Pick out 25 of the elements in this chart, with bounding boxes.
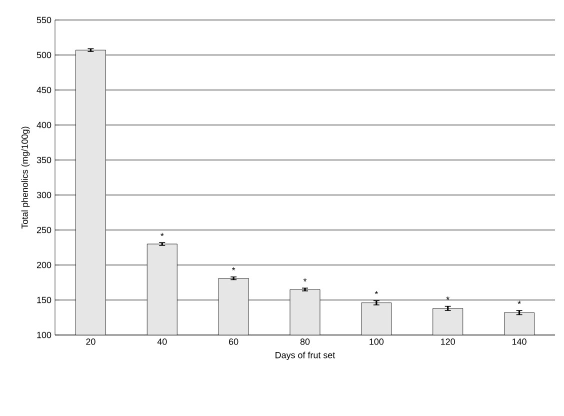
y-tick-label: 150	[37, 296, 52, 304]
data-label: *	[160, 232, 164, 236]
y-tick-label: 500	[36, 52, 52, 58]
x-tick-label: 140	[512, 338, 526, 345]
data-label: *	[232, 267, 236, 270]
x-tick-label: 100	[370, 338, 384, 345]
x-tick-label: 120	[441, 338, 455, 345]
x-tick-label: 20	[86, 338, 96, 345]
data-label: *	[518, 300, 521, 304]
y-tick-label: 400	[36, 122, 52, 128]
y-tick-label: 250	[36, 226, 52, 234]
y-tick-label: 100	[37, 332, 52, 338]
data-label: *	[446, 296, 450, 300]
y-tick-label: 200	[36, 262, 52, 268]
x-tick-label: 40	[157, 338, 167, 345]
y-tick-label: 300	[36, 192, 52, 198]
y-tick-label: 550	[36, 16, 52, 24]
data-label: *	[374, 291, 378, 294]
x-tick-label: 60	[229, 338, 238, 345]
y-tick-label: 450	[36, 86, 52, 94]
x-tick-label: 80	[300, 338, 310, 345]
y-axis-title: Total phenolics (mg/100g)	[21, 126, 30, 229]
data-label: *	[303, 278, 307, 282]
y-tick-label: 350	[36, 156, 52, 164]
x-axis-title: Days of frut set	[276, 352, 336, 360]
